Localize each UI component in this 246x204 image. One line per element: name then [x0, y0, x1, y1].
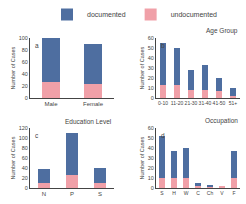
svg-text:S: S — [98, 191, 102, 197]
svg-text:V: V — [220, 190, 224, 196]
svg-text:0: 0 — [25, 95, 28, 101]
svg-text:50: 50 — [148, 135, 154, 141]
svg-text:a: a — [35, 42, 39, 49]
svg-text:100: 100 — [19, 35, 28, 41]
svg-text:10: 10 — [148, 175, 154, 181]
svg-text:Occupation: Occupation — [205, 117, 238, 125]
svg-text:0: 0 — [151, 185, 154, 191]
svg-text:Number of Cases: Number of Cases — [10, 136, 16, 179]
svg-text:Age Group: Age Group — [206, 27, 238, 35]
svg-text:undocumented: undocumented — [171, 11, 217, 18]
svg-text:0: 0 — [25, 185, 28, 191]
svg-text:d: d — [161, 132, 165, 139]
svg-text:40: 40 — [148, 55, 154, 61]
svg-text:60: 60 — [148, 125, 154, 131]
svg-text:F: F — [232, 190, 235, 196]
svg-text:30: 30 — [148, 65, 154, 71]
svg-text:20: 20 — [148, 165, 154, 171]
svg-text:Number of Cases: Number of Cases — [139, 136, 145, 179]
svg-text:c: c — [35, 132, 39, 139]
svg-text:0-10: 0-10 — [158, 100, 168, 106]
svg-text:b: b — [161, 42, 165, 49]
svg-text:30: 30 — [148, 155, 154, 161]
svg-text:Education Level: Education Level — [65, 118, 112, 125]
svg-text:10: 10 — [148, 85, 154, 91]
svg-text:31-40: 31-40 — [199, 100, 212, 106]
svg-text:P: P — [70, 191, 74, 197]
svg-text:40: 40 — [22, 71, 28, 77]
svg-text:80: 80 — [22, 47, 28, 53]
svg-text:C: C — [196, 190, 200, 196]
svg-text:51+: 51+ — [229, 100, 238, 106]
svg-text:11-20: 11-20 — [171, 100, 184, 106]
svg-text:60: 60 — [22, 59, 28, 65]
svg-text:Male: Male — [44, 101, 58, 107]
svg-text:21-30: 21-30 — [185, 100, 198, 106]
svg-text:S: S — [160, 190, 164, 196]
svg-text:Female: Female — [83, 101, 104, 107]
svg-text:120: 120 — [19, 125, 28, 131]
svg-text:60: 60 — [22, 155, 28, 161]
svg-text:W: W — [184, 190, 189, 196]
svg-text:Ch: Ch — [207, 190, 214, 196]
svg-text:H: H — [172, 190, 176, 196]
svg-text:20: 20 — [22, 83, 28, 89]
svg-text:0: 0 — [151, 95, 154, 101]
svg-text:60: 60 — [148, 35, 154, 41]
svg-text:40: 40 — [148, 145, 154, 151]
svg-text:41-50: 41-50 — [213, 100, 226, 106]
svg-text:80: 80 — [22, 145, 28, 151]
svg-text:50: 50 — [148, 45, 154, 51]
svg-text:100: 100 — [19, 135, 28, 141]
svg-text:20: 20 — [22, 175, 28, 181]
svg-text:Number of Cases: Number of Cases — [10, 46, 16, 89]
svg-text:documented: documented — [87, 11, 126, 18]
svg-text:N: N — [42, 191, 46, 197]
svg-text:40: 40 — [22, 165, 28, 171]
svg-text:Number of Cases: Number of Cases — [139, 46, 145, 89]
svg-text:20: 20 — [148, 75, 154, 81]
